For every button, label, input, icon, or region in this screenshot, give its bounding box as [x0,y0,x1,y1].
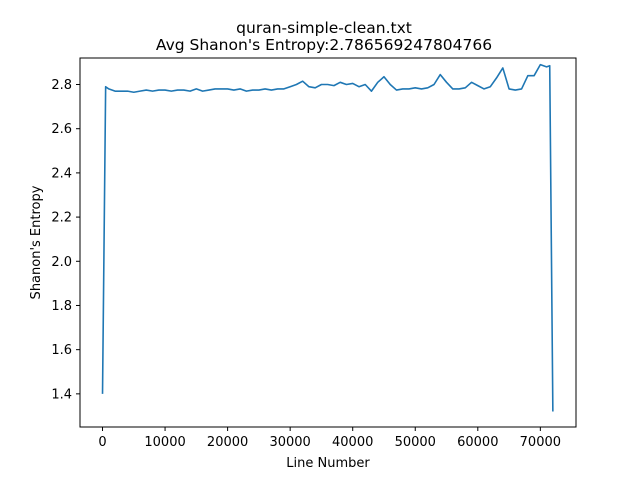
y-axis-label: Shanon's Entropy [29,185,44,299]
y-tick-label: 2.2 [51,211,72,226]
x-tick-label: 70000 [520,435,561,450]
x-axis: 0 10000 20000 30000 40000 50000 60000 70000 [98,427,561,450]
x-tick-label: 30000 [269,435,310,450]
y-tick-label: 2.6 [51,122,72,137]
x-tick-label: 0 [98,435,106,450]
series-line-0 [101,63,554,412]
chart-subtitle: Avg Shanon's Entropy:2.786569247804766 [156,36,492,54]
y-tick-label: 2.0 [51,255,72,270]
chart-title: quran-simple-clean.txt [236,19,412,37]
x-axis-label: Line Number [286,456,370,471]
y-tick-label: 1.4 [51,387,72,402]
x-tick-label: 10000 [144,435,185,450]
axes-frame [79,57,577,428]
x-tick-label: 20000 [207,435,248,450]
plot-area [101,63,554,412]
y-tick-label: 2.4 [51,166,72,181]
y-tick-label: 2.8 [51,78,72,93]
y-tick-label: 1.8 [51,299,72,314]
x-tick-label: 50000 [395,435,436,450]
x-tick-label: 40000 [332,435,373,450]
x-tick-label: 60000 [457,435,498,450]
y-tick-label: 1.6 [51,343,72,358]
y-axis: 1.4 1.6 1.8 2.0 2.2 2.4 2.6 2.8 [51,78,80,402]
